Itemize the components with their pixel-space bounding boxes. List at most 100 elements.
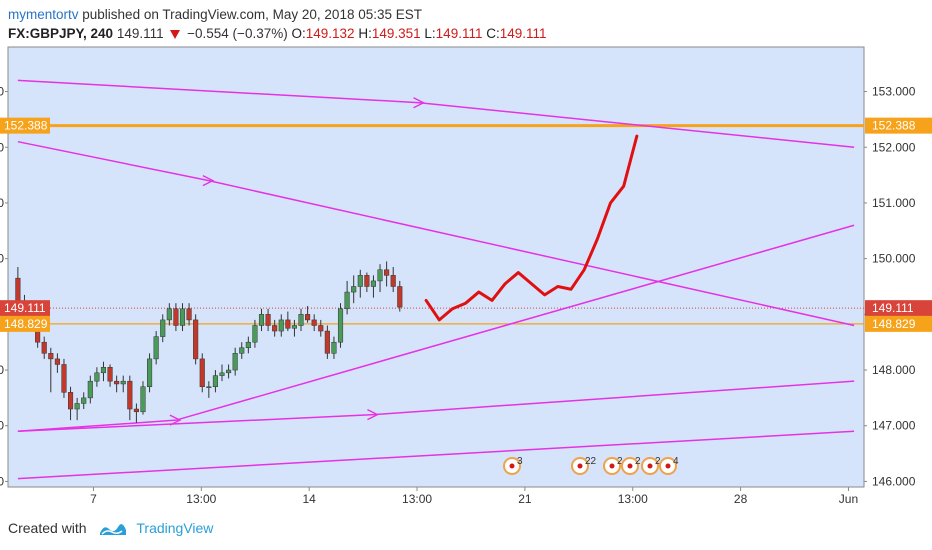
candle-body <box>179 308 186 326</box>
candle-body <box>351 286 357 293</box>
event-marker-count: 4 <box>673 456 679 467</box>
candle-body <box>219 372 225 376</box>
candle-body <box>100 367 107 374</box>
high-value: 149.351 <box>371 26 421 41</box>
candle-body <box>140 386 146 413</box>
x-tick-label: 13:00 <box>402 492 432 506</box>
price-label-bg-left <box>0 117 50 134</box>
trendline[interactable] <box>17 79 855 148</box>
x-tick-label: 7 <box>90 492 97 506</box>
x-tick-label: 13:00 <box>186 492 216 506</box>
candle-body <box>147 358 153 387</box>
candle-body <box>54 358 60 365</box>
price-label-left: 148.829 <box>4 317 48 331</box>
candle-body <box>206 386 212 388</box>
event-marker-dot <box>609 463 615 469</box>
price-label-right: 152.388 <box>872 119 916 133</box>
candle-body <box>81 397 87 404</box>
down-arrow-icon <box>170 29 181 39</box>
low-label: L: <box>424 26 436 41</box>
event-marker-dot <box>509 463 515 469</box>
candle-body <box>61 364 67 393</box>
tradingview-brand[interactable]: TradingView <box>136 520 214 536</box>
candle-body <box>364 275 370 287</box>
trendline[interactable] <box>17 140 855 327</box>
candle-body <box>272 325 278 332</box>
y-tick-label-right: 150.000 <box>872 252 916 266</box>
y-tick-label-left: 148.000 <box>0 363 4 377</box>
footer: Created with TradingView <box>8 520 213 537</box>
candle-body <box>94 372 100 382</box>
trendline-arrow <box>367 408 380 421</box>
candle-body <box>127 380 133 410</box>
candle-body <box>232 353 238 371</box>
candle-body <box>245 341 251 349</box>
price-label-left: 149.111 <box>4 301 46 315</box>
candle-body <box>48 353 54 360</box>
y-tick-label-right: 151.000 <box>872 196 916 210</box>
candle-body <box>15 277 21 304</box>
candle-body <box>133 408 139 413</box>
price-label-bg-left <box>0 300 50 317</box>
candle-body <box>311 319 317 326</box>
candle-body <box>285 319 291 329</box>
x-tick-label: 21 <box>518 492 532 506</box>
candle-body <box>258 314 265 326</box>
candle-body <box>160 319 166 337</box>
price-label-right: 149.111 <box>872 301 914 315</box>
candle-body <box>324 330 330 354</box>
price-label-bg-right <box>865 117 932 134</box>
candle-body <box>153 336 159 360</box>
price-change: −0.554 (−0.37%) <box>187 26 288 41</box>
candle-body <box>212 375 218 387</box>
open-value: 149.132 <box>305 26 355 41</box>
trendline-arrow <box>413 97 426 109</box>
y-tick-label-right: 147.000 <box>872 419 916 433</box>
candle-body <box>186 308 192 321</box>
low-value: 149.111 <box>435 26 483 41</box>
last-price: 149.111 <box>116 26 164 41</box>
candle-body <box>331 341 337 354</box>
created-with-text: Created with <box>8 520 87 536</box>
event-marker-dot <box>577 463 583 469</box>
ohlc-line: FX:GBPJPY, 240 149.111 −0.554 (−0.37%) O… <box>8 24 547 43</box>
candle-body <box>87 380 93 399</box>
candle-body <box>265 314 271 326</box>
y-tick-label-right: 153.000 <box>872 85 916 99</box>
price-label-left: 152.388 <box>4 119 48 133</box>
candle-body <box>377 269 383 282</box>
event-marker-dot <box>647 463 653 469</box>
candle-body <box>114 380 120 385</box>
x-tick-label: 28 <box>734 492 748 506</box>
trendline[interactable] <box>17 430 855 480</box>
trendline-arrow <box>202 175 215 187</box>
candle-body <box>74 403 80 410</box>
candle-body <box>173 308 179 326</box>
candle-body <box>226 369 232 374</box>
plot-area[interactable] <box>7 46 865 488</box>
published-text: published on TradingView.com, May 20, 20… <box>82 7 422 22</box>
candle-body <box>107 367 113 382</box>
price-label-bg-left <box>0 315 50 332</box>
event-marker-dot <box>627 463 633 469</box>
author-link[interactable]: mymentortv <box>8 7 79 22</box>
trendline[interactable] <box>17 380 855 433</box>
trendline[interactable] <box>17 224 855 433</box>
price-label-bg-right <box>865 300 932 317</box>
y-tick-label-right: 148.000 <box>872 363 916 377</box>
candle-body <box>384 269 390 276</box>
price-label-right: 148.829 <box>872 317 916 331</box>
x-tick-label: 13:00 <box>618 492 648 506</box>
candle-body <box>397 286 403 308</box>
event-marker-count: 3 <box>517 456 523 467</box>
chart-header: mymentortv published on TradingView.com,… <box>8 5 547 43</box>
projection-path[interactable] <box>424 134 639 322</box>
candle-body <box>278 319 284 332</box>
x-tick-label: Jun <box>839 492 858 506</box>
y-tick-label-left: 147.000 <box>0 419 4 433</box>
publish-line: mymentortv published on TradingView.com,… <box>8 5 547 24</box>
candle-body <box>67 392 74 410</box>
symbol-label[interactable]: FX:GBPJPY, 240 <box>8 26 114 41</box>
candle-body <box>41 341 47 354</box>
